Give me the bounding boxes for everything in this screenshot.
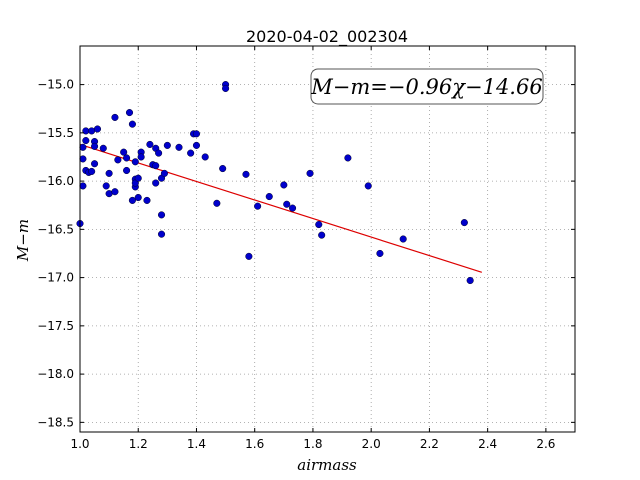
data-point xyxy=(120,148,128,156)
data-point xyxy=(254,202,262,210)
data-point xyxy=(93,125,102,133)
y-tick-label: −17.5 xyxy=(37,319,74,333)
fit-annotation: M−m=−0.96χ−14.66 xyxy=(310,68,544,105)
chart-title: 2020-04-02_002304 xyxy=(246,27,408,47)
data-point xyxy=(99,144,107,152)
data-point xyxy=(114,156,122,164)
x-tick-label: 1.0 xyxy=(70,437,89,451)
data-point xyxy=(219,165,227,173)
data-point xyxy=(399,235,407,243)
data-point xyxy=(213,199,221,207)
x-tick-label: 1.8 xyxy=(303,437,322,451)
data-point xyxy=(460,219,468,227)
data-point xyxy=(152,162,160,170)
data-point xyxy=(245,252,253,260)
data-point xyxy=(105,169,113,177)
y-tick-label: −16.0 xyxy=(37,174,74,188)
data-point xyxy=(192,141,201,149)
data-point xyxy=(364,182,372,190)
data-point xyxy=(128,120,136,128)
data-point xyxy=(79,182,87,190)
data-point xyxy=(466,276,474,285)
data-point xyxy=(111,188,119,196)
data-point xyxy=(242,170,250,178)
x-tick-label: 1.6 xyxy=(245,437,264,451)
data-point xyxy=(318,231,326,239)
y-axis-label: M−m xyxy=(14,219,32,262)
data-point xyxy=(192,130,201,138)
data-point xyxy=(283,200,291,208)
data-point xyxy=(315,220,323,229)
data-point xyxy=(79,155,87,163)
data-point xyxy=(82,137,90,145)
data-point xyxy=(146,140,154,148)
data-point xyxy=(123,166,131,175)
x-tick-label: 2.2 xyxy=(420,437,439,451)
annotation-text: M−m=−0.96χ−14.66 xyxy=(310,75,542,99)
data-point xyxy=(344,154,352,162)
data-points xyxy=(76,81,474,285)
data-point xyxy=(306,169,314,177)
plot-frame xyxy=(79,45,576,433)
data-point xyxy=(134,193,142,202)
data-point xyxy=(376,249,384,258)
y-tick-label: −16.5 xyxy=(37,222,74,236)
annotation-box xyxy=(310,68,544,105)
ticks: 1.0 1.2 1.4 1.6 1.8 2.0 2.2 2.4 2.6 −15.0 −15.5 −16… xyxy=(37,46,575,451)
data-point xyxy=(289,204,297,212)
x-tick-label: 2.0 xyxy=(362,437,381,451)
data-point xyxy=(91,160,99,168)
data-point xyxy=(280,181,288,189)
data-point xyxy=(111,113,119,121)
data-point xyxy=(160,169,168,177)
fit-line-group xyxy=(79,143,483,273)
data-point xyxy=(102,182,110,190)
data-point xyxy=(91,142,99,150)
data-point xyxy=(265,192,273,201)
data-point xyxy=(125,109,134,117)
data-point xyxy=(128,196,136,204)
data-point xyxy=(222,84,230,93)
data-point xyxy=(155,149,163,157)
x-tick-label: 2.6 xyxy=(536,437,555,451)
y-tick-label: −15.5 xyxy=(37,126,74,140)
data-point xyxy=(137,153,145,161)
y-tick-label: −18.0 xyxy=(37,367,74,381)
data-point xyxy=(157,230,166,238)
data-point xyxy=(79,143,87,151)
x-tick-label: 1.2 xyxy=(129,437,148,451)
x-axis-label: airmass xyxy=(297,456,357,474)
data-point xyxy=(187,149,195,157)
data-point xyxy=(201,153,209,161)
y-tick-label: −18.5 xyxy=(37,415,74,429)
data-point xyxy=(123,154,131,162)
y-tick-label: −17.0 xyxy=(37,271,74,285)
data-point xyxy=(157,211,166,219)
data-point xyxy=(131,158,139,166)
data-point xyxy=(88,167,96,175)
fit-line xyxy=(79,143,483,273)
data-point xyxy=(143,196,151,204)
data-point xyxy=(152,179,160,187)
x-tick-label: 1.4 xyxy=(187,437,206,451)
x-tick-label: 2.4 xyxy=(478,437,497,451)
y-tick-label: −15.0 xyxy=(37,78,74,92)
data-point xyxy=(175,143,183,151)
data-point xyxy=(134,174,142,182)
data-point xyxy=(163,141,171,149)
